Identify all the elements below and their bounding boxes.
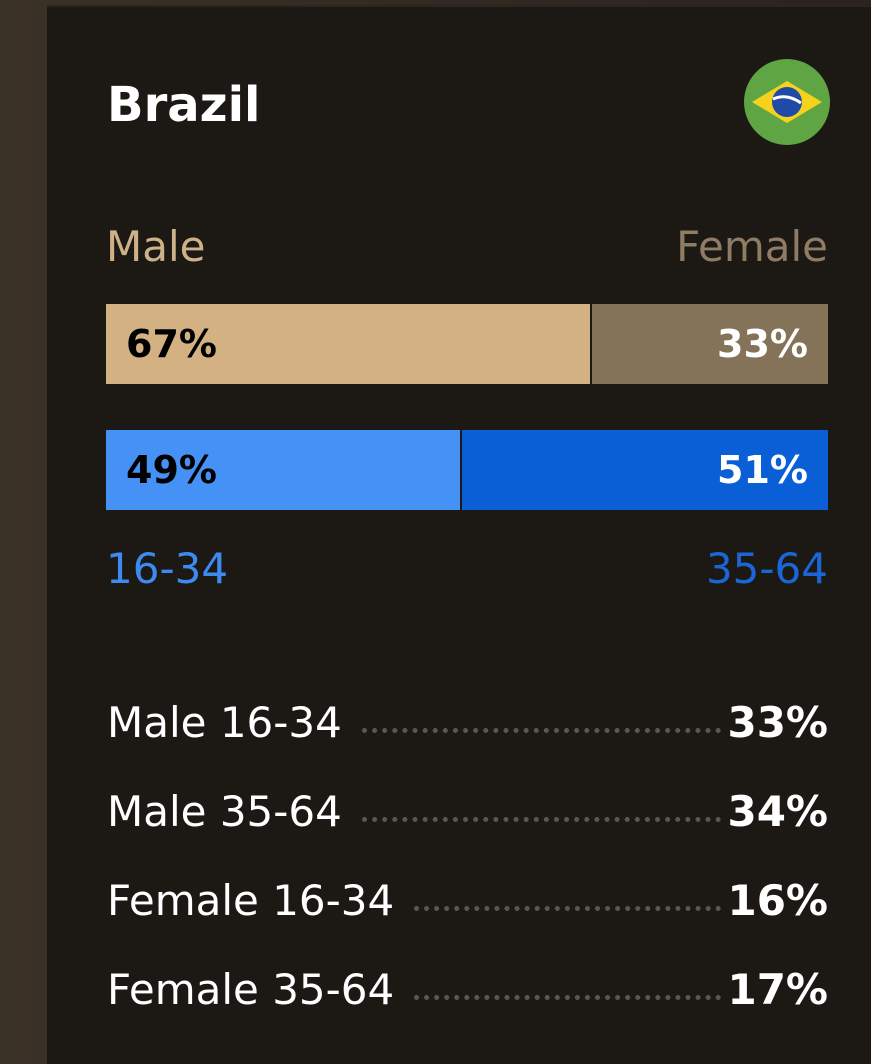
dot-leader (361, 728, 722, 733)
breakdown-row: Female 16-34 16% (107, 865, 828, 925)
gender-label: Female (676, 222, 828, 271)
age-label: 16-34 (106, 544, 229, 593)
segment-label: 67% (126, 322, 217, 366)
segment-label: 33% (717, 322, 808, 366)
row-value: 16% (727, 876, 828, 925)
gender-label: Male (106, 222, 206, 271)
breakdown-row: Male 16-34 33% (107, 687, 828, 747)
card-title: Brazil (107, 77, 261, 133)
row-label: Male 35-64 (107, 787, 342, 836)
dot-leader (361, 817, 722, 822)
row-value: 17% (727, 965, 828, 1014)
gender-segment: 33% (589, 304, 828, 384)
flag-icon (744, 59, 830, 145)
breakdown-row: Male 35-64 34% (107, 776, 828, 836)
row-value: 33% (727, 698, 828, 747)
row-label: Female 35-64 (107, 965, 395, 1014)
row-label: Female 16-34 (107, 876, 395, 925)
gender-bar: 67% 33% (106, 304, 828, 384)
segment-label: 49% (126, 448, 217, 492)
breakdown-row: Female 35-64 17% (107, 954, 828, 1014)
age-segment: 51% (459, 430, 828, 510)
segment-label: 51% (717, 448, 808, 492)
row-label: Male 16-34 (107, 698, 342, 747)
gender-segment: 67% (106, 304, 590, 384)
row-value: 34% (727, 787, 828, 836)
age-label: 35-64 (705, 544, 828, 593)
age-bar: 49% 51% (106, 430, 828, 510)
country-card: Brazil Male Female 67% 33% 49% 51% 16-34 3… (47, 5, 871, 1064)
dot-leader (414, 995, 722, 1000)
age-segment: 49% (106, 430, 460, 510)
dot-leader (414, 906, 722, 911)
